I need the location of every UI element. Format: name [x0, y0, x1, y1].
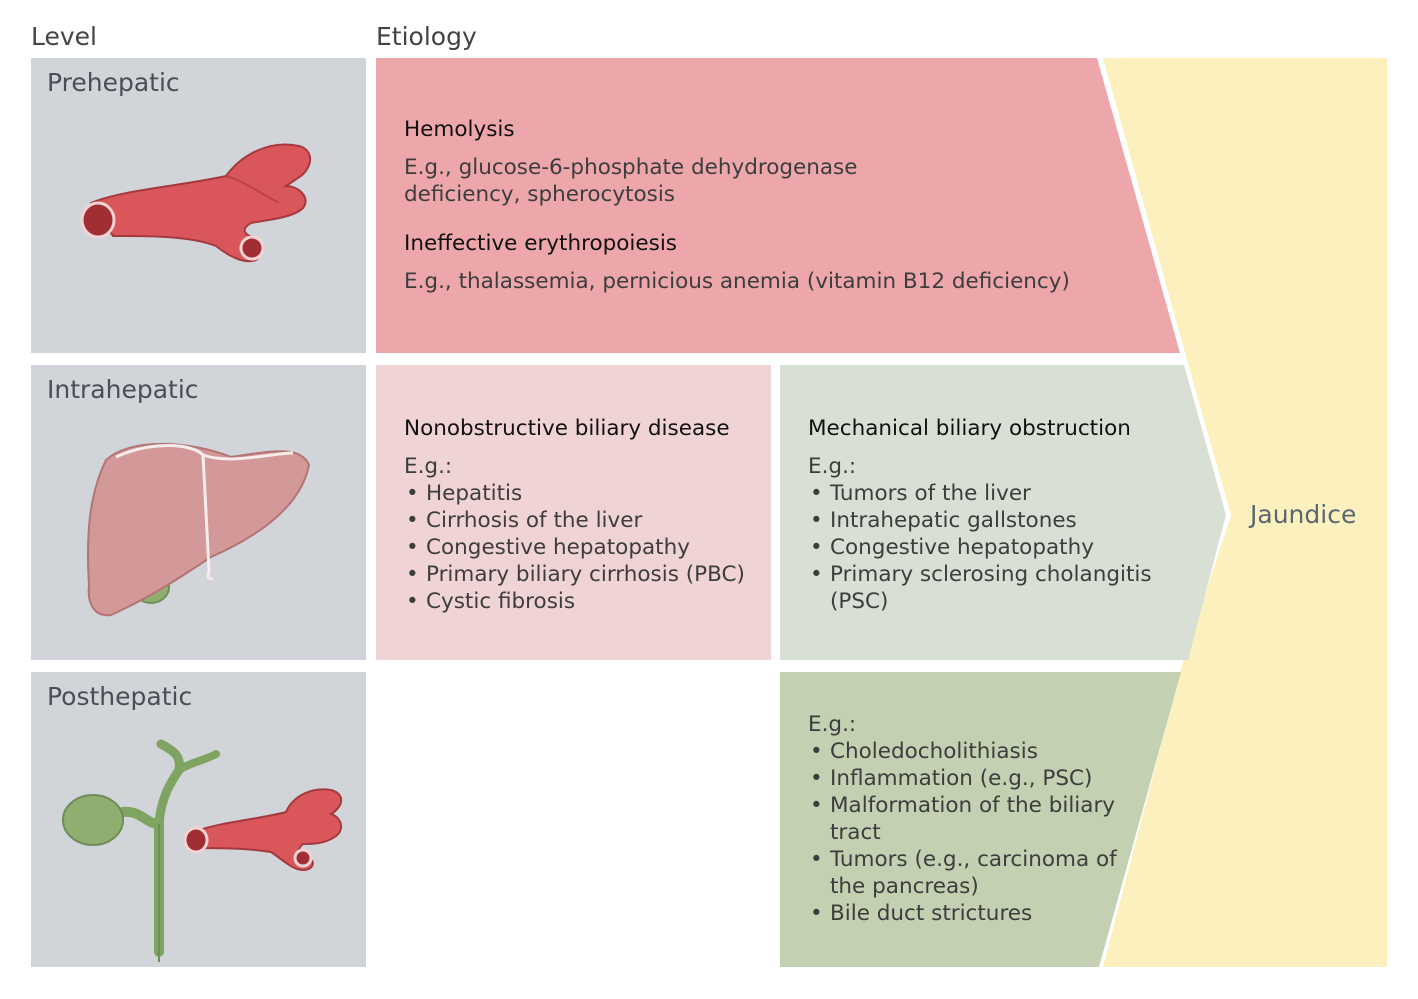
mechanical-text: Mechanical biliary obstruction E.g.: Tum… — [808, 415, 1188, 615]
list-item: Cystic fibrosis — [404, 588, 764, 615]
list-item: Primary biliary cirrhosis (PBC) — [404, 561, 764, 588]
posthepatic-etiology-text: E.g.: Choledocholithiasis Inflammation (… — [808, 711, 1168, 927]
list-item: Congestive hepatopathy — [808, 534, 1188, 561]
level-header: Level — [31, 22, 97, 51]
nonobstructive-text: Nonobstructive biliary disease E.g.: Hep… — [404, 415, 764, 615]
list-item: Cirrhosis of the liver — [404, 507, 764, 534]
list-item: Primary sclerosing cholangitis — [808, 561, 1188, 588]
jaundice-arrow-shape — [1103, 58, 1387, 967]
mechanical-eg: E.g.: — [808, 454, 857, 479]
mechanical-title: Mechanical biliary obstruction — [808, 416, 1131, 441]
list-item-continuation: tract — [830, 820, 881, 845]
intrahepatic-level-box: Intrahepatic — [31, 365, 366, 660]
list-item: Intrahepatic gallstones — [808, 507, 1188, 534]
list-item: Bile duct strictures — [808, 900, 1168, 927]
list-item: Malformation of the biliary — [808, 792, 1168, 819]
hemolysis-example-line2: deficiency, spherocytosis — [404, 182, 676, 207]
ineffective-erythropoiesis-example: E.g., thalassemia, pernicious anemia (vi… — [404, 269, 1070, 294]
jaundice-label: Jaundice — [1250, 500, 1357, 529]
posthepatic-eg: E.g.: — [808, 712, 857, 737]
list-item: Tumors (e.g., carcinoma of — [808, 846, 1168, 873]
posthepatic-level-box: Posthepatic — [31, 672, 366, 967]
nonobstructive-list: Hepatitis Cirrhosis of the liver Congest… — [404, 480, 764, 615]
nonobstructive-eg: E.g.: — [404, 454, 453, 479]
prehepatic-etiology-shape — [376, 58, 1180, 353]
list-item: Hepatitis — [404, 480, 764, 507]
intrahepatic-label: Intrahepatic — [47, 375, 199, 404]
hemolysis-example-line1: E.g., glucose-6-phosphate dehydrogenase — [404, 155, 858, 180]
blood-vessel-icon — [80, 143, 312, 263]
hemolysis-title: Hemolysis — [404, 117, 515, 142]
list-item: Congestive hepatopathy — [404, 534, 764, 561]
liver-icon — [87, 442, 311, 617]
prehepatic-level-box: Prehepatic — [31, 58, 366, 353]
list-item: Inflammation (e.g., PSC) — [808, 765, 1168, 792]
etiology-header: Etiology — [376, 22, 477, 51]
list-item: Tumors of the liver — [808, 480, 1188, 507]
posthepatic-list: Choledocholithiasis Inflammation (e.g., … — [808, 738, 1168, 927]
posthepatic-label: Posthepatic — [47, 682, 193, 711]
bile-duct-icon — [62, 739, 343, 962]
prehepatic-label: Prehepatic — [47, 68, 180, 97]
prehepatic-etiology-text: Hemolysis E.g., glucose-6-phosphate dehy… — [404, 116, 1104, 295]
mechanical-list: Tumors of the liver Intrahepatic gallsto… — [808, 480, 1188, 615]
nonobstructive-title: Nonobstructive biliary disease — [404, 416, 730, 441]
ineffective-erythropoiesis-title: Ineffective erythropoiesis — [404, 231, 677, 256]
list-item-continuation: the pancreas) — [830, 874, 979, 899]
list-item: Choledocholithiasis — [808, 738, 1168, 765]
list-item-continuation: (PSC) — [830, 589, 889, 614]
